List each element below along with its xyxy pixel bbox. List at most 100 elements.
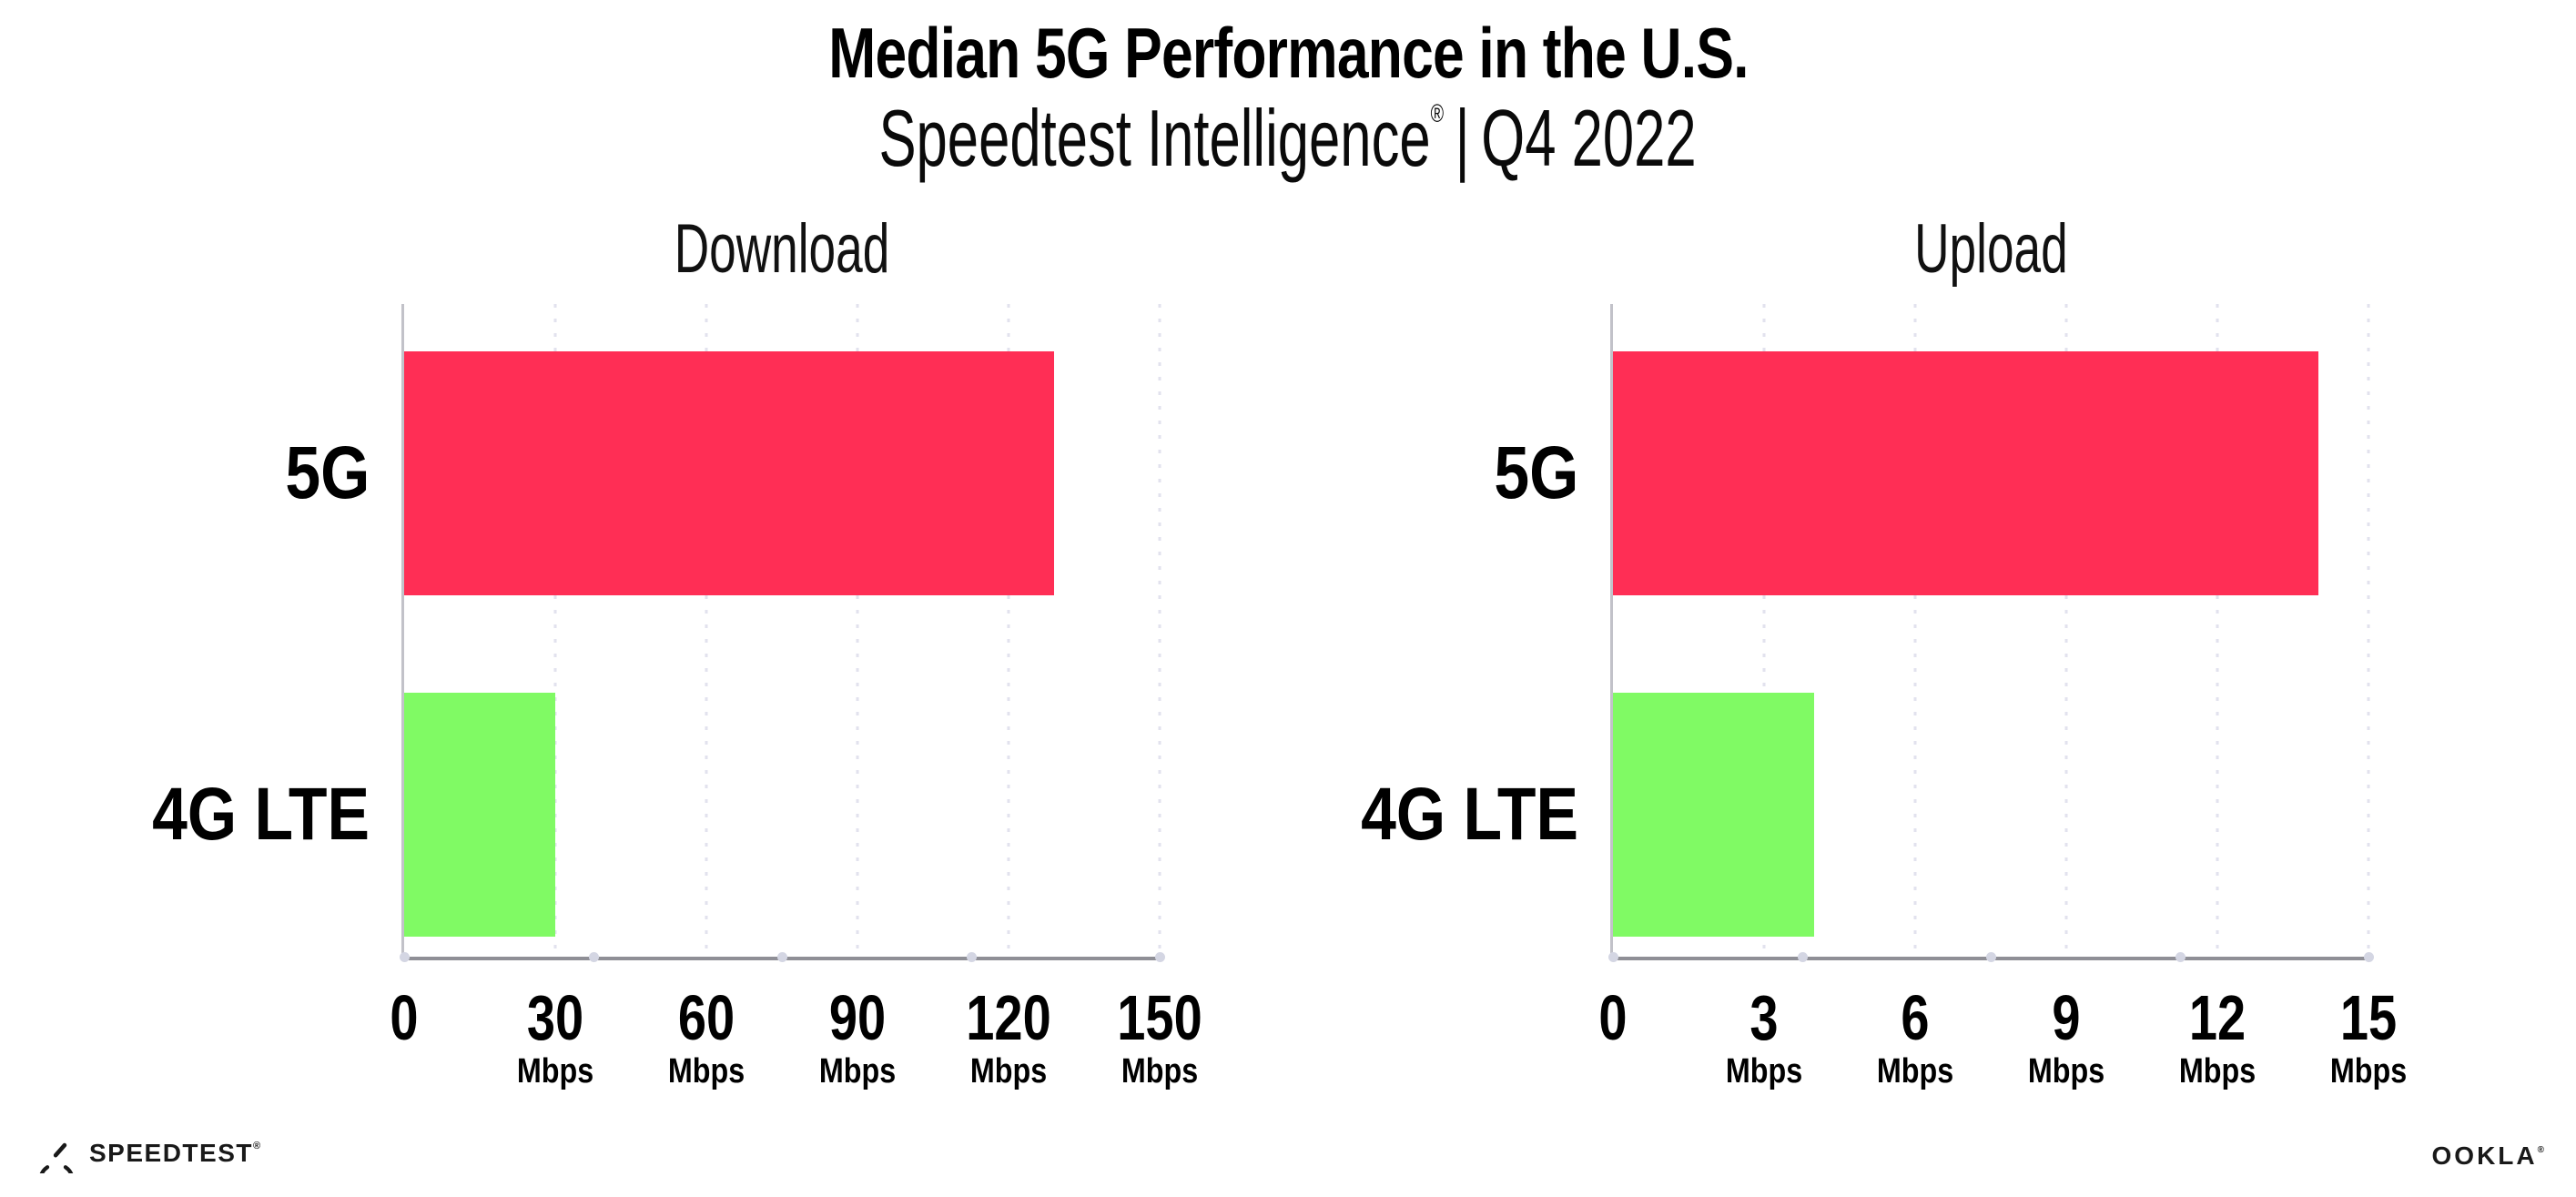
category-label-text: 5G xyxy=(285,431,370,514)
tick-label: 90 xyxy=(822,986,893,1050)
tick-unit-label-text: Mbps xyxy=(1725,1052,1803,1090)
page-subtitle: Speedtest Intelligence® | Q4 2022 xyxy=(0,95,2576,182)
axis-tick-dot xyxy=(588,952,599,962)
axis-tick-dot xyxy=(1155,952,1165,962)
tick-label-text: 15 xyxy=(2339,982,2398,1053)
ookla-registered-mark: ® xyxy=(2537,1145,2547,1155)
gridline xyxy=(1007,304,1010,957)
tick-label: 9 xyxy=(2049,986,2084,1050)
y-axis-line xyxy=(401,304,404,957)
tick-label: 6 xyxy=(1898,986,1933,1050)
tick-label: 150 xyxy=(1107,986,1213,1050)
gridline xyxy=(2064,304,2068,957)
tick-label-text: 12 xyxy=(2188,982,2246,1053)
axis-tick-dot xyxy=(400,952,410,962)
axis-tick-dot xyxy=(966,952,977,962)
tick-label: 12 xyxy=(2182,986,2253,1050)
tick-label-text: 3 xyxy=(1749,982,1779,1053)
ookla-wordmark: OOKLA xyxy=(2431,1141,2538,1170)
gridline xyxy=(1913,304,1917,957)
y-axis-line xyxy=(1610,304,1613,957)
gridline xyxy=(1158,304,1161,957)
category-label: 5G xyxy=(1479,351,1578,595)
tick-unit-label: Mbps xyxy=(812,1053,902,1090)
chart-title: Upload xyxy=(1613,213,2368,286)
bar-5g xyxy=(404,351,1054,595)
bar-5g xyxy=(1613,351,2318,595)
tick-unit-label: Mbps xyxy=(2323,1053,2413,1090)
speedtest-gauge-icon xyxy=(39,1142,74,1173)
tick-label-text: 90 xyxy=(828,982,887,1053)
speedtest-registered-mark: ® xyxy=(252,1141,262,1151)
tick-unit-label-text: Mbps xyxy=(667,1052,745,1090)
category-label: 4G LTE xyxy=(114,693,370,937)
gridline xyxy=(1762,304,1766,957)
axis-tick-dot xyxy=(1797,952,1808,962)
download-plot-area: Download 5G 4G LTE 0 30 Mbps 60 Mbps 90 Mbps 120 Mb… xyxy=(152,213,1202,1090)
page-title: Median 5G Performance in the U.S. xyxy=(0,15,2576,91)
registered-mark: ® xyxy=(1431,98,1445,127)
bar-4g-lte xyxy=(404,693,555,937)
gridline xyxy=(856,304,859,957)
tick-unit-label-text: Mbps xyxy=(1876,1052,1954,1090)
category-label-text: 4G LTE xyxy=(1361,773,1578,856)
tick-unit-label: Mbps xyxy=(2021,1053,2111,1090)
tick-label: 60 xyxy=(671,986,742,1050)
tick-label-text: 150 xyxy=(1117,982,1202,1053)
axis-tick-dot xyxy=(2175,952,2186,962)
tick-unit-label: Mbps xyxy=(963,1053,1053,1090)
axis-tick-dot xyxy=(1608,952,1618,962)
chart-title: Download xyxy=(404,213,1160,286)
tick-unit-label-text: Mbps xyxy=(2178,1052,2257,1090)
category-label: 5G xyxy=(270,351,370,595)
chart-title-text: Download xyxy=(674,210,890,288)
tick-unit-label: Mbps xyxy=(661,1053,751,1090)
tick-label: 30 xyxy=(520,986,591,1050)
tick-label-text: 9 xyxy=(2052,982,2081,1053)
tick-label: 0 xyxy=(387,986,422,1050)
tick-unit-label-text: Mbps xyxy=(2329,1052,2408,1090)
tick-unit-label-text: Mbps xyxy=(1121,1052,1199,1090)
bar-4g-lte xyxy=(1613,693,1815,937)
upload-plot-area: Upload 5G 4G LTE 0 3 Mbps 6 Mbps 9 Mbps 12 Mbps 15 Mb… xyxy=(1361,213,2407,1090)
tick-label-text: 6 xyxy=(1901,982,1930,1053)
axis-tick-dot xyxy=(2364,952,2374,962)
subtitle-brand: Speedtest Intelligence xyxy=(878,93,1432,183)
tick-label-text: 0 xyxy=(1598,982,1628,1053)
tick-label-text: 60 xyxy=(677,982,735,1053)
gridline xyxy=(553,304,557,957)
tick-unit-label-text: Mbps xyxy=(969,1052,1048,1090)
page-title-text: Median 5G Performance in the U.S. xyxy=(827,13,1749,93)
tick-unit-label-text: Mbps xyxy=(516,1052,594,1090)
category-label-text: 5G xyxy=(1494,431,1578,514)
tick-unit-label-text: Mbps xyxy=(818,1052,897,1090)
category-label-text: 4G LTE xyxy=(152,773,370,856)
gridline xyxy=(705,304,708,957)
gridline xyxy=(2367,304,2370,957)
tick-label: 120 xyxy=(956,986,1062,1050)
page-subtitle-text: Speedtest Intelligence® | Q4 2022 xyxy=(879,95,1697,182)
speedtest-logo: SPEEDTEST® xyxy=(36,1132,262,1174)
chart-title-text: Upload xyxy=(1913,210,2068,288)
subtitle-period: Q4 2022 xyxy=(1481,93,1698,183)
tick-unit-label: Mbps xyxy=(2172,1053,2262,1090)
subtitle-separator: | xyxy=(1455,93,1471,183)
tick-unit-label: Mbps xyxy=(1870,1053,1960,1090)
category-label: 4G LTE xyxy=(1323,693,1578,937)
tick-unit-label: Mbps xyxy=(510,1053,600,1090)
tick-unit-label-text: Mbps xyxy=(2027,1052,2105,1090)
gridline xyxy=(2216,304,2219,957)
tick-label: 3 xyxy=(1747,986,1782,1050)
speedtest-wordmark: SPEEDTEST® xyxy=(89,1139,262,1167)
tick-label-text: 0 xyxy=(390,982,419,1053)
tick-unit-label: Mbps xyxy=(1719,1053,1809,1090)
axis-tick-dot xyxy=(777,952,787,962)
tick-label: 0 xyxy=(1596,986,1631,1050)
ookla-logo: OOKLA® xyxy=(2432,1143,2547,1169)
tick-unit-label: Mbps xyxy=(1114,1053,1204,1090)
tick-label: 15 xyxy=(2333,986,2404,1050)
tick-label-text: 120 xyxy=(966,982,1051,1053)
tick-label-text: 30 xyxy=(526,982,584,1053)
axis-tick-dot xyxy=(1986,952,1996,962)
